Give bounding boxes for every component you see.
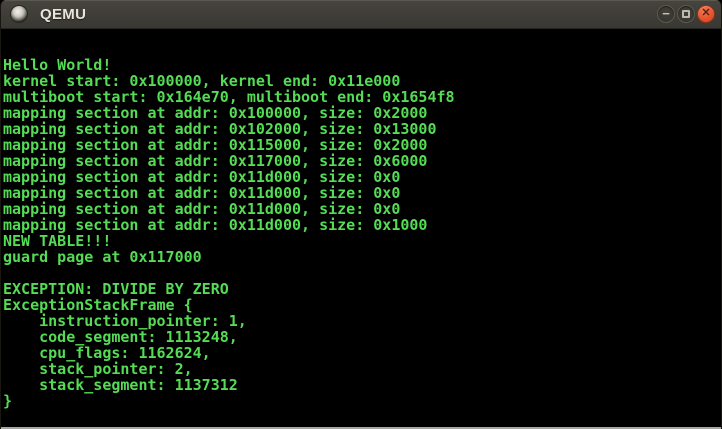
terminal-line: ExceptionStackFrame { <box>3 296 193 314</box>
close-icon: ✕ <box>701 7 711 19</box>
terminal-line: } <box>3 392 13 410</box>
window-controls: − ✕ <box>657 0 715 28</box>
close-button[interactable]: ✕ <box>697 5 715 23</box>
terminal-line: instruction_pointer: 1, <box>3 312 247 330</box>
window-title: QEMU <box>40 5 87 23</box>
terminal-line: mapping section at addr: 0x115000, size:… <box>3 136 428 154</box>
terminal-line: kernel start: 0x100000, kernel end: 0x11… <box>3 72 401 90</box>
terminal-line: mapping section at addr: 0x11d000, size:… <box>3 216 428 234</box>
terminal-line: stack_segment: 1137312 <box>3 376 238 394</box>
terminal-line: mapping section at addr: 0x11d000, size:… <box>3 184 401 202</box>
titlebar[interactable]: QEMU − ✕ <box>1 0 721 29</box>
terminal-line <box>3 265 721 281</box>
terminal-line: mapping section at addr: 0x11d000, size:… <box>3 200 401 218</box>
terminal-line: mapping section at addr: 0x11d000, size:… <box>3 168 401 186</box>
terminal-line: multiboot start: 0x164e70, multiboot end… <box>3 88 455 106</box>
terminal-line: stack_pointer: 2, <box>3 360 193 378</box>
minimize-button[interactable]: − <box>657 5 675 23</box>
maximize-icon <box>682 10 690 18</box>
minimize-icon: − <box>662 6 670 21</box>
qemu-app-icon <box>11 6 27 22</box>
terminal-line: mapping section at addr: 0x100000, size:… <box>3 104 428 122</box>
terminal-line: Hello World! <box>3 56 112 74</box>
vga-terminal-screen[interactable]: Hello World! kernel start: 0x100000, kern… <box>1 29 721 427</box>
terminal-line: mapping section at addr: 0x117000, size:… <box>3 152 428 170</box>
terminal-line: cpu_flags: 1162624, <box>3 344 211 362</box>
terminal-line: EXCEPTION: DIVIDE BY ZERO <box>3 280 229 298</box>
maximize-button[interactable] <box>677 5 695 23</box>
window-bottom-edge <box>1 427 721 429</box>
terminal-line: code_segment: 1113248, <box>3 328 238 346</box>
terminal-line: guard page at 0x117000 <box>3 248 202 266</box>
terminal-line: mapping section at addr: 0x102000, size:… <box>3 120 437 138</box>
terminal-line: NEW TABLE!!! <box>3 232 112 250</box>
